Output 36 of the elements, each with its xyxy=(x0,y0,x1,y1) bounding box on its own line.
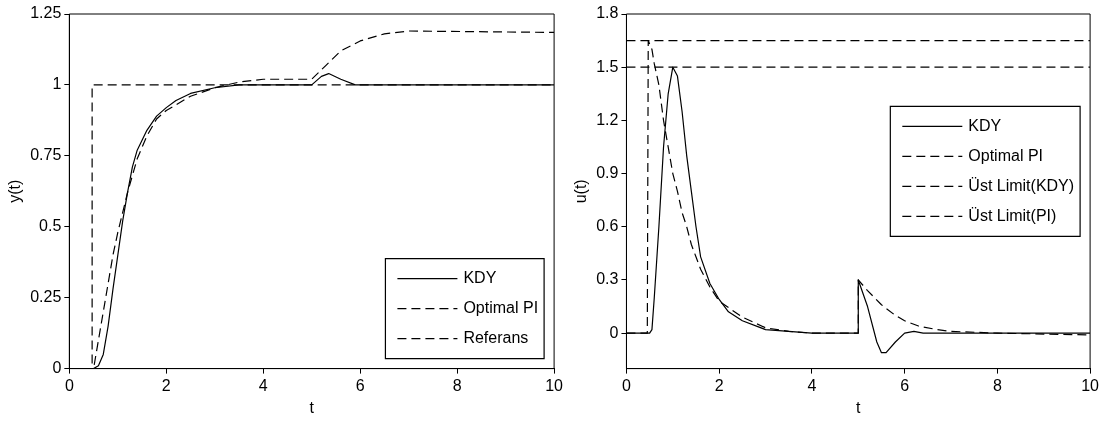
x-tick-label: 6 xyxy=(355,376,365,394)
y-tick-label: 1.8 xyxy=(596,4,619,22)
x-tick-label: 0 xyxy=(64,376,74,394)
x-tick-label: 2 xyxy=(161,376,171,394)
legend-label: Optimal PI xyxy=(968,146,1044,164)
y-tick-label: 0.9 xyxy=(596,163,619,181)
y-tick-label: 0 xyxy=(609,323,619,341)
legend-label: Referans xyxy=(463,329,529,347)
y-tick-label: 1.2 xyxy=(596,110,619,128)
legend-label: KDY xyxy=(463,269,497,287)
x-tick-label: 10 xyxy=(1081,376,1100,394)
y-tick-label: 0.6 xyxy=(596,217,619,235)
x-tick-label: 6 xyxy=(900,376,910,394)
y-axis-title: y(t) xyxy=(6,179,24,203)
x-axis-title: t xyxy=(856,398,862,416)
y-tick-label: 0.5 xyxy=(39,217,62,235)
legend-label: Üst Limit(KDY) xyxy=(968,176,1075,194)
y-tick-label: 0.25 xyxy=(30,288,62,306)
legend-label: KDY xyxy=(968,116,1002,134)
y-tick-label: 0 xyxy=(52,359,62,377)
y-tick-label: 1.5 xyxy=(596,57,619,75)
y-tick-label: 1.25 xyxy=(30,4,62,22)
legend-label: Üst Limit(PI) xyxy=(968,206,1057,224)
x-tick-label: 4 xyxy=(807,376,817,394)
y-tick-label: 1 xyxy=(52,75,62,93)
x-tick-label: 4 xyxy=(258,376,268,394)
legend-label: Optimal PI xyxy=(463,299,539,317)
y-tick-label: 0.3 xyxy=(596,270,619,288)
x-axis-title: t xyxy=(309,398,315,416)
x-tick-label: 0 xyxy=(621,376,631,394)
x-tick-label: 2 xyxy=(714,376,724,394)
x-tick-label: 10 xyxy=(545,376,564,394)
y-tick-label: 0.75 xyxy=(30,146,62,164)
x-tick-label: 8 xyxy=(992,376,1002,394)
y-axis-title: u(t) xyxy=(572,179,590,204)
x-tick-label: 8 xyxy=(452,376,462,394)
